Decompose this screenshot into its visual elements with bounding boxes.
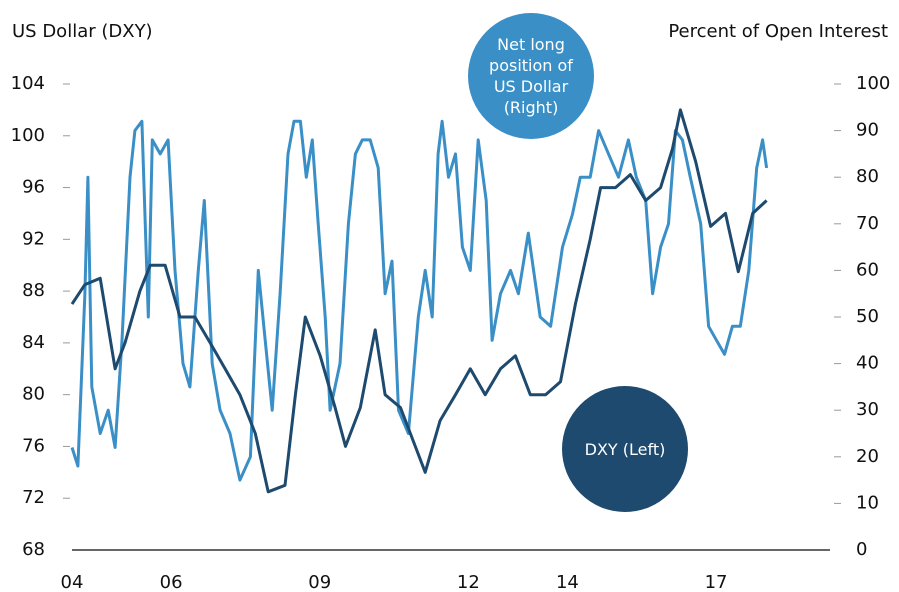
- y2-tick-label: 60: [856, 259, 879, 280]
- y2-tick-label: 0: [856, 539, 867, 560]
- y2-tick-label: 20: [856, 446, 879, 467]
- y-tick-label: 84: [22, 332, 45, 353]
- y-tick-label: 80: [22, 384, 45, 405]
- y2-tick-label: 80: [856, 166, 879, 187]
- y-axis-title: US Dollar (DXY): [12, 21, 153, 42]
- x-tick-label: 09: [308, 572, 331, 592]
- y-tick-label: 76: [22, 435, 45, 456]
- y-tick-label: 96: [22, 177, 45, 198]
- data-line: [70, 119, 769, 482]
- x-tick-label: 14: [556, 572, 579, 592]
- y2-tick-label: 50: [856, 306, 879, 327]
- data-line: [70, 108, 768, 494]
- y2-tick-label: 40: [856, 353, 879, 374]
- y-tick-label: 100: [11, 125, 45, 146]
- x-tick-label: 17: [705, 572, 728, 592]
- y-tick-label: 92: [22, 228, 45, 249]
- legend-entry: DXY (Left): [562, 386, 688, 512]
- y2-tick-label: 30: [856, 399, 879, 420]
- y2-tick-label: 70: [856, 213, 879, 234]
- y-tick-label: 68: [22, 539, 45, 560]
- x-tick-label: 12: [457, 572, 480, 592]
- y2-tick-label: 90: [856, 120, 879, 141]
- y-tick-label: 72: [22, 487, 45, 508]
- y2-axis-title: Percent of Open Interest: [668, 21, 888, 42]
- y-tick-label: 104: [11, 73, 45, 94]
- y2-tick-label: 100: [856, 73, 890, 94]
- x-tick-label: 06: [160, 572, 183, 592]
- y2-tick-label: 10: [856, 492, 879, 513]
- y-tick-label: 88: [22, 280, 45, 301]
- legend-entry: Net long position of US Dollar (Right): [468, 13, 594, 139]
- x-tick-label: 04: [61, 572, 84, 592]
